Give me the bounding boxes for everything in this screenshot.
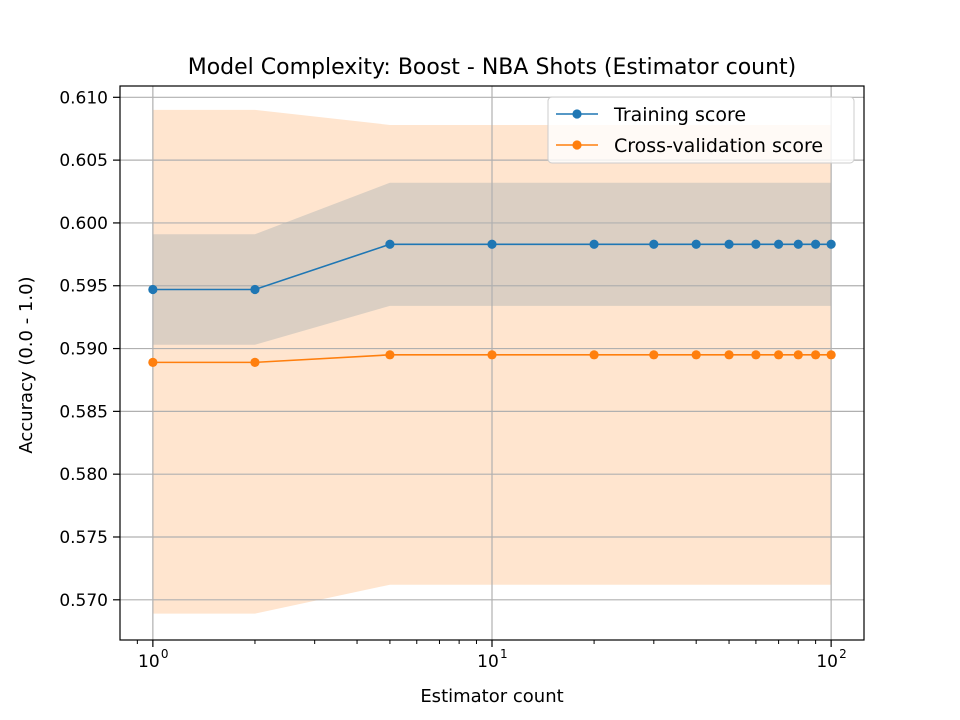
data-point-s1-0 (148, 357, 158, 367)
data-point-s0-8 (751, 239, 761, 249)
data-point-s1-10 (793, 350, 803, 360)
y-tick-label-7: 0.605 (59, 151, 108, 171)
data-point-s0-5 (649, 239, 659, 249)
data-point-s1-6 (691, 350, 701, 360)
series-markers (148, 239, 836, 367)
x-tick-label-exponent-0: 0 (161, 647, 169, 661)
x-axis-label: Estimator count (420, 686, 563, 707)
data-point-s1-1 (250, 357, 260, 367)
y-tick-label-8: 0.610 (59, 88, 108, 108)
x-tick-label-exponent-1: 1 (500, 647, 508, 661)
legend-box (547, 96, 855, 164)
data-point-s0-4 (589, 239, 599, 249)
data-point-s0-2 (385, 239, 395, 249)
legend-marker-1 (572, 140, 582, 150)
x-tick-label-0: 10 0 (138, 647, 168, 672)
y-tick-label-1: 0.575 (59, 528, 108, 548)
chart-title: Model Complexity: Boost - NBA Shots (Est… (188, 55, 797, 80)
legend: Training score Cross-validation score (547, 96, 855, 164)
x-tick-label-1: 10 1 (477, 647, 507, 672)
y-axis-label: Accuracy (0.0 - 1.0) (16, 276, 37, 453)
x-tick-label-base-1: 10 (477, 652, 499, 672)
axis-ticks (113, 96, 832, 647)
y-tick-label-2: 0.580 (59, 465, 108, 485)
data-point-s0-12 (826, 239, 836, 249)
legend-label-0: Training score (613, 104, 746, 126)
x-tick-label-exponent-2: 2 (839, 647, 847, 661)
data-point-s1-9 (774, 350, 784, 360)
y-tick-label-6: 0.600 (59, 214, 108, 234)
data-point-s0-3 (487, 239, 497, 249)
data-point-s0-11 (811, 239, 821, 249)
data-point-s1-4 (589, 350, 599, 360)
tick-labels: 0.570 0.575 0.580 0.585 0.590 0.595 0.600 0.605… (59, 88, 846, 672)
y-tick-label-5: 0.595 (59, 277, 108, 297)
data-point-s0-0 (148, 284, 158, 295)
data-point-s1-12 (826, 350, 836, 360)
data-point-s1-2 (385, 350, 395, 360)
data-point-s0-7 (724, 239, 734, 249)
data-point-s0-1 (250, 284, 260, 295)
data-point-s0-9 (774, 239, 784, 249)
legend-marker-0 (572, 109, 582, 119)
legend-label-1: Cross-validation score (614, 135, 823, 157)
data-point-s1-7 (724, 350, 734, 360)
x-tick-label-base-0: 10 (138, 652, 160, 672)
data-point-s0-10 (793, 239, 803, 249)
data-point-s0-6 (691, 239, 701, 249)
y-tick-label-0: 0.570 (59, 591, 108, 611)
data-point-s1-8 (751, 350, 761, 360)
y-tick-label-4: 0.590 (59, 340, 108, 360)
data-point-s1-5 (649, 350, 659, 360)
data-point-s1-11 (811, 350, 821, 360)
y-tick-label-3: 0.585 (59, 402, 108, 422)
x-tick-label-2: 10 2 (816, 647, 846, 672)
data-point-s1-3 (487, 350, 497, 360)
x-tick-label-base-2: 10 (816, 652, 838, 672)
